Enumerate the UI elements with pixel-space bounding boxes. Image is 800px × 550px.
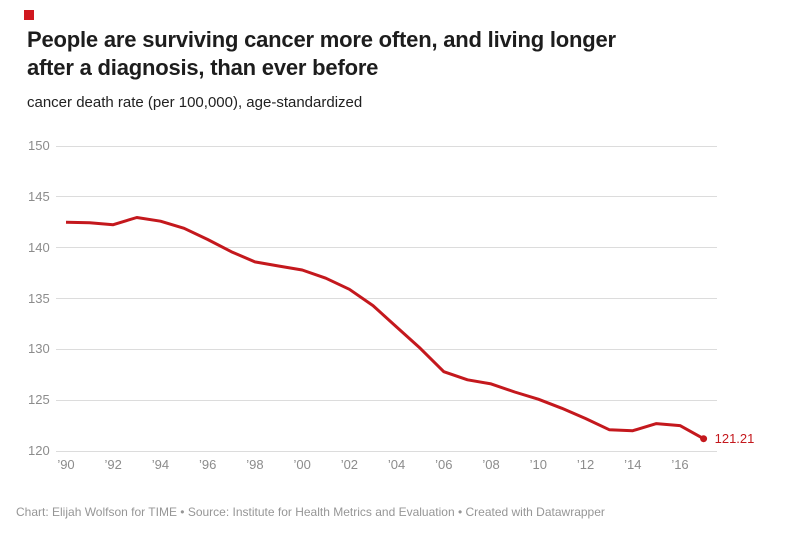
x-tick-label: ’98 <box>246 457 264 472</box>
chart-title: People are surviving cancer more often, … <box>27 26 616 82</box>
x-tick-label: ’14 <box>624 457 642 472</box>
chart-title-line2: after a diagnosis, than ever before <box>27 55 379 80</box>
y-tick-label: 150 <box>28 138 50 153</box>
x-tick-label: ’06 <box>435 457 453 472</box>
y-tick-label: 120 <box>28 443 50 458</box>
x-tick-label: ’08 <box>482 457 500 472</box>
y-gridline <box>56 247 717 249</box>
x-tick-label: ’90 <box>57 457 75 472</box>
x-tick-label: ’02 <box>340 457 359 472</box>
y-tick-label: 135 <box>28 290 50 306</box>
x-tick-label: ’16 <box>671 457 689 472</box>
y-gridline <box>56 145 717 147</box>
chart-subtitle: cancer death rate (per 100,000), age-sta… <box>27 94 363 111</box>
x-tick-label: ’10 <box>529 457 547 472</box>
x-tick-label: ’92 <box>104 457 122 472</box>
x-tick-label: ’12 <box>576 457 595 472</box>
y-gridline <box>56 399 717 401</box>
end-value-label: 121.21 <box>714 430 755 446</box>
y-gridline <box>56 348 717 350</box>
y-tick-label: 130 <box>28 341 50 357</box>
x-tick-label: ’04 <box>387 457 406 472</box>
y-tick-label: 145 <box>28 188 50 204</box>
x-tick-label: ’96 <box>199 457 217 472</box>
attribution-footer: Chart: Elijah Wolfson for TIME • Source:… <box>16 505 605 519</box>
x-tick-label: ’00 <box>293 457 311 472</box>
y-gridline <box>56 298 717 299</box>
y-gridline <box>56 196 717 198</box>
y-gridline <box>56 450 717 452</box>
chart-title-line1: People are surviving cancer more often, … <box>27 27 616 52</box>
x-tick-label: ’94 <box>151 457 170 472</box>
data-line <box>65 216 705 441</box>
end-point-dot <box>700 435 708 443</box>
y-tick-label: 140 <box>28 239 50 255</box>
time-brand-square-icon <box>24 10 34 20</box>
y-tick-label: 125 <box>28 392 50 408</box>
